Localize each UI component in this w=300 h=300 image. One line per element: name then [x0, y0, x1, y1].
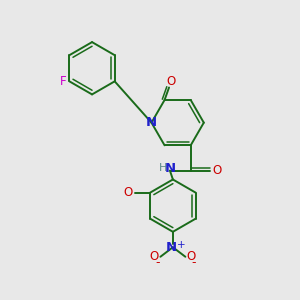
Text: N: N	[164, 162, 175, 175]
Text: O: O	[166, 75, 175, 88]
Text: N: N	[146, 116, 157, 129]
Text: O: O	[187, 250, 196, 263]
Text: +: +	[177, 240, 186, 250]
Text: -: -	[191, 256, 196, 268]
Text: N: N	[166, 241, 177, 254]
Text: O: O	[123, 186, 133, 199]
Text: O: O	[150, 250, 159, 263]
Text: -: -	[155, 256, 160, 268]
Text: O: O	[212, 164, 221, 177]
Text: F: F	[59, 75, 66, 88]
Text: H: H	[159, 164, 168, 173]
